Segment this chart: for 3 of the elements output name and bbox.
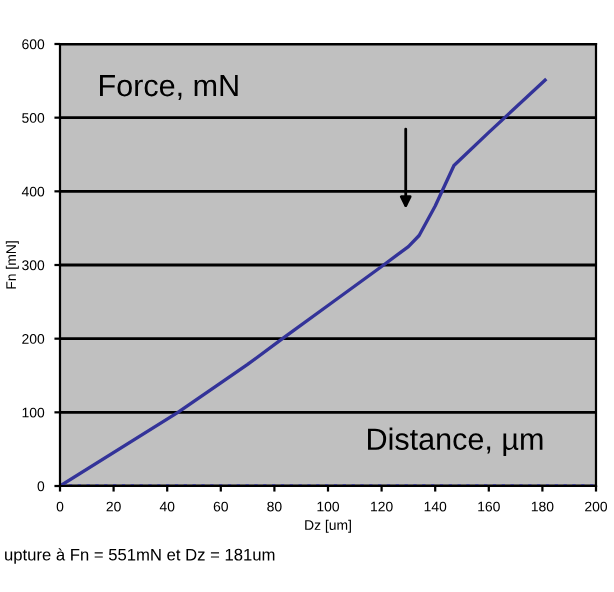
text: upture à Fn = 551mN et Dz = 181um xyxy=(5,548,275,564)
annotation: Force, mN xyxy=(100,75,238,101)
annotation: Distance, µm xyxy=(368,427,543,457)
